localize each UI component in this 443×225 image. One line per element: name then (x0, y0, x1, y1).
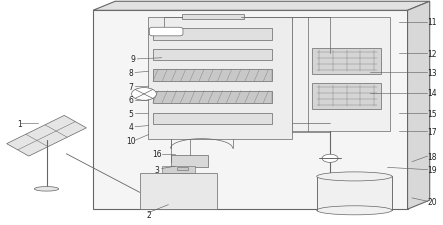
Polygon shape (153, 91, 272, 104)
Text: 3: 3 (155, 165, 160, 174)
Text: 8: 8 (128, 69, 133, 78)
Text: 7: 7 (128, 82, 133, 91)
Polygon shape (140, 173, 217, 209)
Text: 9: 9 (130, 55, 136, 64)
Polygon shape (292, 18, 390, 132)
Text: 14: 14 (427, 89, 437, 98)
Polygon shape (162, 166, 195, 173)
Polygon shape (148, 18, 292, 140)
Text: 10: 10 (126, 136, 136, 145)
Ellipse shape (35, 187, 58, 191)
Polygon shape (153, 50, 272, 61)
Polygon shape (153, 29, 272, 40)
Polygon shape (312, 48, 381, 74)
Polygon shape (93, 2, 430, 11)
Polygon shape (153, 114, 272, 125)
Text: 12: 12 (427, 50, 437, 58)
Text: 4: 4 (128, 123, 133, 132)
Polygon shape (93, 11, 408, 209)
Circle shape (322, 155, 338, 163)
Text: 15: 15 (427, 109, 437, 118)
Polygon shape (177, 167, 188, 170)
Polygon shape (153, 70, 272, 82)
Ellipse shape (317, 172, 392, 181)
Polygon shape (7, 116, 86, 156)
Text: 16: 16 (152, 150, 162, 159)
Polygon shape (408, 2, 430, 209)
Polygon shape (182, 15, 244, 20)
Polygon shape (312, 83, 381, 109)
Ellipse shape (317, 206, 392, 215)
FancyBboxPatch shape (149, 28, 183, 37)
Text: 18: 18 (427, 152, 437, 161)
Text: 11: 11 (427, 18, 437, 27)
Circle shape (132, 88, 156, 101)
Text: 1: 1 (18, 119, 22, 128)
Text: 5: 5 (128, 109, 133, 118)
Text: 20: 20 (427, 197, 437, 206)
Text: 17: 17 (427, 127, 437, 136)
Text: 6: 6 (128, 96, 133, 105)
Text: 2: 2 (146, 210, 151, 219)
Polygon shape (317, 177, 392, 210)
Text: 19: 19 (427, 165, 437, 174)
Polygon shape (171, 155, 208, 168)
Text: 13: 13 (427, 69, 437, 78)
